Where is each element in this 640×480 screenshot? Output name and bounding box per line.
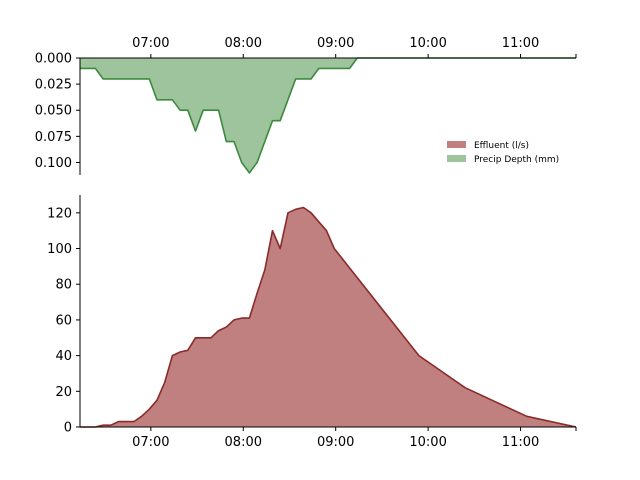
y-tick-label-bottom: 0 [64, 421, 72, 436]
y-tick-label-top: 0.075 [35, 130, 72, 145]
y-tick-label-top: 0.050 [35, 104, 72, 119]
x-tick-label-bottom: 08:00 [225, 435, 262, 450]
y-tick-label-top: 0.000 [35, 52, 72, 67]
y-tick-label-bottom: 60 [55, 313, 72, 328]
y-tick-label-bottom: 80 [55, 278, 72, 293]
x-tick-label-bottom: 10:00 [409, 435, 446, 450]
y-tick-label-bottom: 100 [47, 242, 72, 257]
x-tick-label-top: 07:00 [132, 36, 169, 51]
series-area-bottom [80, 207, 576, 427]
y-tick-label-bottom: 20 [55, 385, 72, 400]
legend-label: Precip Depth (mm) [474, 155, 559, 165]
x-tick-label-bottom: 07:00 [132, 435, 169, 450]
legend-swatch [447, 141, 466, 148]
precip-panel: 0.000 0.025 0.050 0.075 0.100 07:00 08:00 09:00… [35, 36, 577, 175]
x-tick-label-bottom: 11:00 [502, 435, 539, 450]
legend: Effluent (l/s) Precip Depth (mm) [447, 141, 559, 165]
y-tick-label-bottom: 40 [55, 349, 72, 364]
y-tick-label-top: 0.100 [35, 156, 72, 171]
legend-label: Effluent (l/s) [474, 141, 529, 151]
y-tick-label-top: 0.025 [35, 78, 72, 93]
series-area-top [80, 58, 576, 173]
effluent-panel: 0 20 40 60 80 100 120 07:00 08:00 09:00 10:00 11:00 [47, 195, 577, 450]
series-line-top [80, 57, 576, 174]
x-tick-label-bottom: 09:00 [317, 435, 354, 450]
legend-swatch [447, 155, 466, 162]
series-line-bottom [80, 206, 577, 428]
y-tick-label-bottom: 120 [47, 206, 72, 221]
x-tick-label-top: 09:00 [317, 36, 354, 51]
x-tick-label-top: 08:00 [225, 36, 262, 51]
x-tick-label-top: 11:00 [502, 36, 539, 51]
x-tick-label-top: 10:00 [409, 36, 446, 51]
